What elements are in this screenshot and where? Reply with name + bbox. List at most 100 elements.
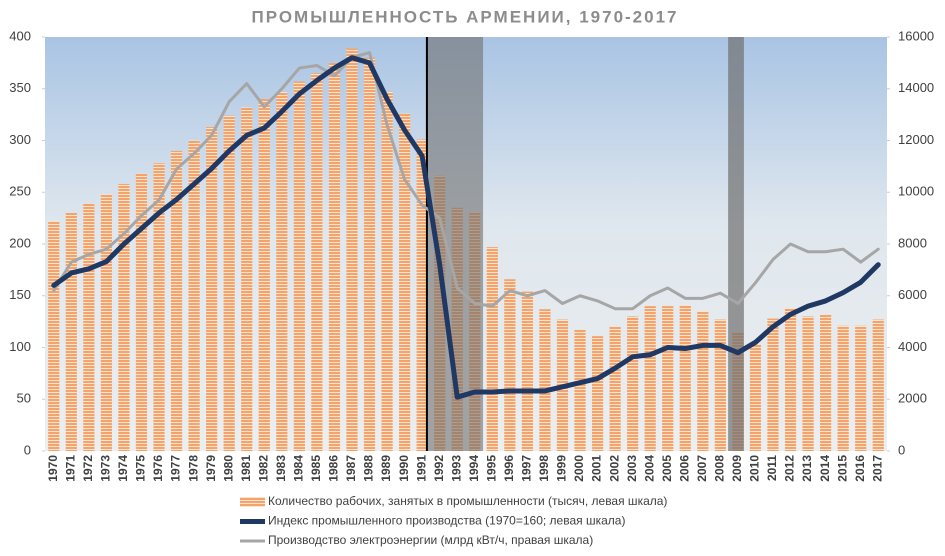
bar bbox=[100, 194, 113, 451]
y2-tick-label: 10000 bbox=[898, 184, 934, 199]
bar bbox=[346, 48, 358, 451]
y2-tick-label: 2000 bbox=[898, 391, 927, 406]
x-tick-label: 1992 bbox=[432, 455, 446, 482]
bar bbox=[504, 279, 516, 451]
bar bbox=[627, 316, 639, 451]
y-tick-label: 100 bbox=[9, 339, 31, 354]
bar bbox=[662, 306, 674, 451]
y-tick-label: 50 bbox=[17, 391, 31, 406]
bar bbox=[328, 62, 341, 451]
bar bbox=[521, 291, 534, 451]
x-tick-label: 1987 bbox=[344, 455, 358, 482]
bar bbox=[855, 325, 867, 451]
y2-tick-label: 4000 bbox=[898, 339, 927, 354]
y2-tick-label: 14000 bbox=[898, 80, 934, 95]
legend-label: Производство электроэнергии (млрд кВт/ч,… bbox=[268, 533, 593, 547]
bar bbox=[872, 319, 884, 451]
bar bbox=[802, 316, 814, 451]
x-tick-label: 1970 bbox=[46, 455, 60, 482]
x-tick-label: 2002 bbox=[607, 455, 621, 482]
x-tick-label: 1982 bbox=[256, 455, 270, 482]
bar bbox=[135, 173, 148, 451]
y-tick-label: 400 bbox=[9, 28, 31, 43]
bar bbox=[223, 115, 235, 451]
x-tick-label: 1971 bbox=[63, 455, 77, 482]
bar bbox=[784, 308, 797, 451]
bar bbox=[206, 127, 218, 452]
bar bbox=[258, 99, 270, 451]
bar bbox=[539, 309, 551, 451]
bar bbox=[241, 107, 253, 451]
y2-tick-label: 6000 bbox=[898, 287, 927, 302]
x-tick-label: 2003 bbox=[625, 455, 639, 482]
x-tick-label: 1981 bbox=[239, 455, 253, 482]
y2-tick-label: 0 bbox=[898, 442, 905, 457]
x-tick-label: 2006 bbox=[677, 455, 691, 482]
y-tick-label: 0 bbox=[24, 442, 31, 457]
bar bbox=[749, 344, 762, 451]
x-tick-label: 1990 bbox=[397, 455, 411, 482]
x-tick-label: 2014 bbox=[818, 455, 832, 482]
x-tick-label: 1976 bbox=[151, 455, 165, 482]
x-tick-label: 2015 bbox=[835, 455, 849, 482]
x-tick-label: 2009 bbox=[730, 455, 744, 482]
x-tick-label: 1999 bbox=[555, 455, 569, 482]
bar bbox=[486, 247, 498, 451]
x-tick-label: 2010 bbox=[748, 455, 762, 482]
y-tick-label: 350 bbox=[9, 80, 31, 95]
line-series bbox=[52, 51, 880, 311]
x-tick-label: 1988 bbox=[362, 455, 376, 482]
x-tick-label: 1978 bbox=[186, 455, 200, 482]
bar bbox=[153, 163, 165, 451]
x-tick-label: 1995 bbox=[484, 455, 498, 482]
shaded-period bbox=[728, 37, 744, 451]
x-tick-label: 1983 bbox=[274, 455, 288, 482]
bar bbox=[118, 183, 130, 451]
bar bbox=[644, 306, 656, 451]
bar bbox=[65, 212, 77, 451]
y2-tick-label: 8000 bbox=[898, 235, 927, 250]
bar bbox=[416, 139, 428, 451]
bar bbox=[381, 91, 393, 451]
x-tick-label: 2001 bbox=[590, 455, 604, 482]
x-tick-label: 2012 bbox=[783, 455, 797, 482]
bar bbox=[837, 325, 849, 451]
x-tick-label: 1989 bbox=[379, 455, 393, 482]
bar bbox=[609, 326, 621, 451]
x-tick-label: 1979 bbox=[204, 455, 218, 482]
chart-title: ПРОМЫШЛЕННОСТЬ АРМЕНИИ, 1970-2017 bbox=[251, 7, 678, 26]
x-tick-label: 1998 bbox=[537, 455, 551, 482]
x-tick-label: 1980 bbox=[221, 455, 235, 482]
bar bbox=[819, 314, 832, 451]
y-tick-label: 250 bbox=[9, 184, 31, 199]
bar bbox=[170, 150, 183, 451]
x-tick-label: 2011 bbox=[765, 455, 779, 481]
x-tick-label: 1986 bbox=[327, 455, 341, 482]
bar bbox=[363, 57, 376, 451]
x-tick-label: 1996 bbox=[502, 455, 516, 482]
bar bbox=[293, 81, 305, 451]
x-tick-label: 2005 bbox=[660, 455, 674, 482]
x-tick-label: 2013 bbox=[800, 455, 814, 482]
y2-tick-label: 16000 bbox=[898, 28, 934, 43]
bar bbox=[574, 329, 586, 451]
x-tick-label: 2008 bbox=[713, 455, 727, 482]
x-tick-label: 1974 bbox=[116, 455, 130, 482]
y-tick-label: 200 bbox=[9, 235, 31, 250]
bar bbox=[188, 140, 200, 451]
bar bbox=[83, 203, 95, 451]
x-tick-label: 1985 bbox=[309, 455, 323, 482]
bar bbox=[679, 305, 691, 451]
x-tick-label: 1984 bbox=[292, 455, 306, 482]
legend-label: Количество рабочих, занятых в промышленн… bbox=[268, 494, 667, 508]
bar bbox=[48, 221, 60, 451]
x-tick-label: 1972 bbox=[81, 455, 95, 482]
line-series bbox=[51, 55, 881, 400]
bar bbox=[767, 318, 779, 451]
y-tick-label: 300 bbox=[9, 132, 31, 147]
y2-tick-label: 12000 bbox=[898, 132, 934, 147]
bar bbox=[276, 91, 288, 451]
legend-label: Индекс промышленного производства (1970=… bbox=[268, 514, 625, 528]
bar bbox=[714, 319, 726, 451]
